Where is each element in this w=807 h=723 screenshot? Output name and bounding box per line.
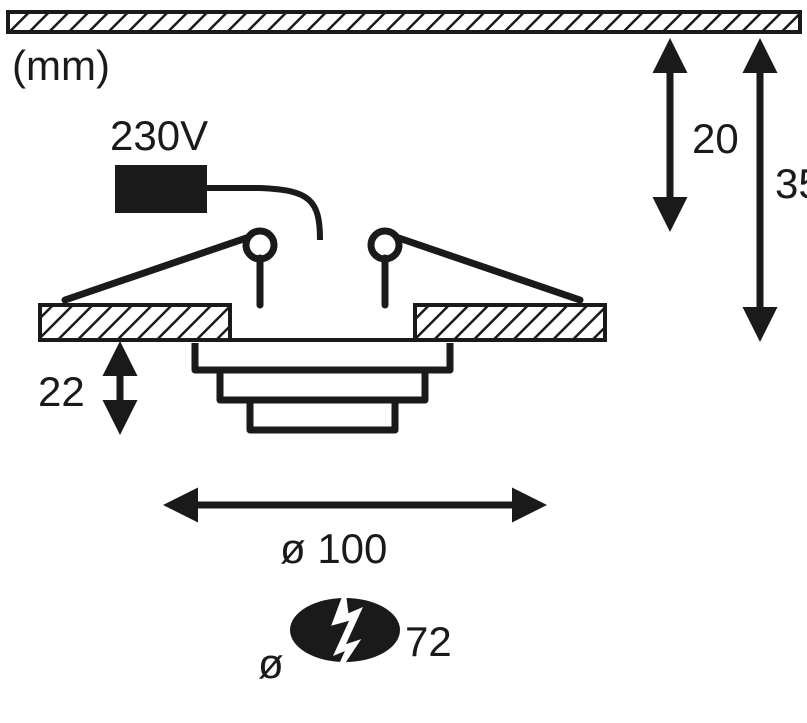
unit-label: (mm): [12, 42, 110, 90]
cutout-diameter-prefix: ø: [258, 640, 284, 688]
cutout-symbol: [290, 590, 400, 685]
dim-diameter-100-label: ø 100: [280, 525, 387, 573]
fixture-body-steps: [195, 343, 450, 430]
ceiling-bar: [8, 12, 800, 32]
dim-35-label: 35: [775, 160, 807, 208]
voltage-label: 230V: [110, 112, 208, 160]
dim-20-label: 20: [692, 115, 739, 163]
cutout-diameter-label: 72: [405, 618, 452, 666]
dimension-diagram: (mm) 230V 20 35 22 ø 100 ø 72: [0, 0, 807, 723]
spring-clips: [65, 231, 580, 305]
fixture-flange: [40, 305, 605, 340]
wire-connector: [115, 165, 320, 240]
diagram-svg: [0, 0, 807, 723]
dim-22-label: 22: [38, 368, 85, 416]
